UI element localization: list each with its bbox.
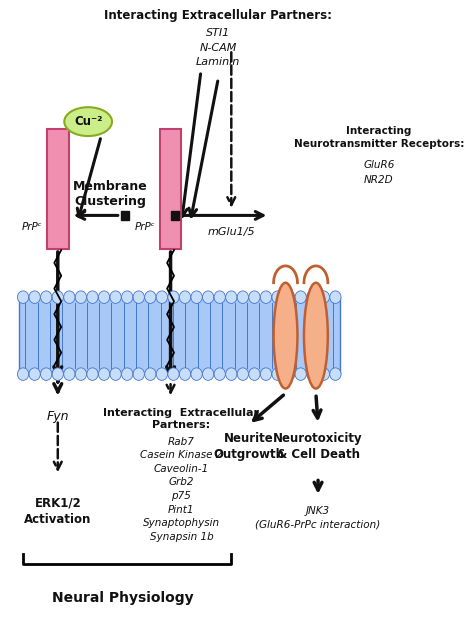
Circle shape	[41, 291, 52, 303]
Circle shape	[145, 291, 156, 303]
Circle shape	[260, 291, 272, 303]
Circle shape	[295, 291, 306, 303]
Text: Neurotoxicity
& Cell Death: Neurotoxicity & Cell Death	[273, 432, 363, 461]
Text: PrPᶜ: PrPᶜ	[135, 222, 155, 232]
Ellipse shape	[64, 107, 112, 136]
Ellipse shape	[273, 283, 298, 389]
Circle shape	[226, 291, 237, 303]
Text: Interacting  Extracellular
Partners:: Interacting Extracellular Partners:	[103, 408, 259, 430]
Circle shape	[249, 291, 260, 303]
Circle shape	[272, 291, 283, 303]
Circle shape	[237, 291, 248, 303]
Circle shape	[249, 368, 260, 381]
Circle shape	[52, 291, 64, 303]
Circle shape	[75, 291, 87, 303]
Text: PrPᶜ: PrPᶜ	[22, 222, 43, 232]
Circle shape	[202, 368, 214, 381]
Circle shape	[179, 368, 191, 381]
Circle shape	[156, 291, 167, 303]
Text: Cu⁻²: Cu⁻²	[74, 115, 102, 128]
Circle shape	[110, 368, 121, 381]
Circle shape	[272, 368, 283, 381]
Bar	[19, 297, 340, 374]
Bar	[160, 129, 182, 249]
Text: Neurite
Outgrowth: Neurite Outgrowth	[213, 432, 284, 461]
Circle shape	[191, 291, 202, 303]
Circle shape	[156, 368, 167, 381]
Text: Rab7
Casein Kinase 2
Caveolin-1
Grb2
p75
Pint1
Synaptophysin
Synapsin 1b: Rab7 Casein Kinase 2 Caveolin-1 Grb2 p75…	[140, 436, 223, 542]
Circle shape	[237, 368, 248, 381]
Text: Interacting Extracellular Partners:: Interacting Extracellular Partners:	[104, 9, 332, 21]
Bar	[171, 210, 179, 220]
Circle shape	[87, 291, 98, 303]
Circle shape	[87, 368, 98, 381]
Circle shape	[64, 291, 75, 303]
Circle shape	[226, 368, 237, 381]
Circle shape	[295, 368, 306, 381]
Ellipse shape	[304, 283, 328, 389]
Bar	[47, 129, 69, 249]
Circle shape	[29, 368, 40, 381]
Circle shape	[29, 291, 40, 303]
Text: GluR6
NR2D: GluR6 NR2D	[363, 160, 394, 185]
Text: Interacting
Neurotransmitter Receptors:: Interacting Neurotransmitter Receptors:	[293, 126, 464, 149]
Text: Fyn: Fyn	[46, 410, 69, 423]
Circle shape	[121, 368, 133, 381]
Circle shape	[179, 291, 191, 303]
Circle shape	[307, 291, 318, 303]
Circle shape	[75, 368, 87, 381]
Text: Membrane
Clustering: Membrane Clustering	[73, 180, 147, 208]
Circle shape	[330, 291, 341, 303]
Circle shape	[191, 368, 202, 381]
Circle shape	[307, 368, 318, 381]
Circle shape	[260, 368, 272, 381]
Circle shape	[121, 291, 133, 303]
Circle shape	[318, 368, 329, 381]
Text: Neural Physiology: Neural Physiology	[52, 590, 194, 605]
Circle shape	[318, 291, 329, 303]
Text: ERK1/2
Activation: ERK1/2 Activation	[24, 497, 91, 526]
Circle shape	[18, 368, 29, 381]
Circle shape	[18, 291, 29, 303]
Circle shape	[110, 291, 121, 303]
Circle shape	[99, 368, 109, 381]
Circle shape	[64, 368, 75, 381]
Circle shape	[168, 291, 179, 303]
Bar	[121, 210, 129, 220]
Circle shape	[41, 368, 52, 381]
Circle shape	[283, 291, 295, 303]
Circle shape	[99, 291, 109, 303]
Circle shape	[145, 368, 156, 381]
Circle shape	[214, 291, 225, 303]
Text: STI1
N-CAM
Laminin: STI1 N-CAM Laminin	[196, 28, 240, 67]
Text: JNK3
(GluR6-PrPc interaction): JNK3 (GluR6-PrPc interaction)	[255, 506, 381, 529]
Circle shape	[133, 368, 145, 381]
Circle shape	[133, 291, 145, 303]
Circle shape	[330, 368, 341, 381]
Text: mGlu1/5: mGlu1/5	[208, 227, 255, 237]
Circle shape	[52, 368, 64, 381]
Circle shape	[283, 368, 295, 381]
Circle shape	[168, 368, 179, 381]
Circle shape	[214, 368, 225, 381]
Circle shape	[202, 291, 214, 303]
